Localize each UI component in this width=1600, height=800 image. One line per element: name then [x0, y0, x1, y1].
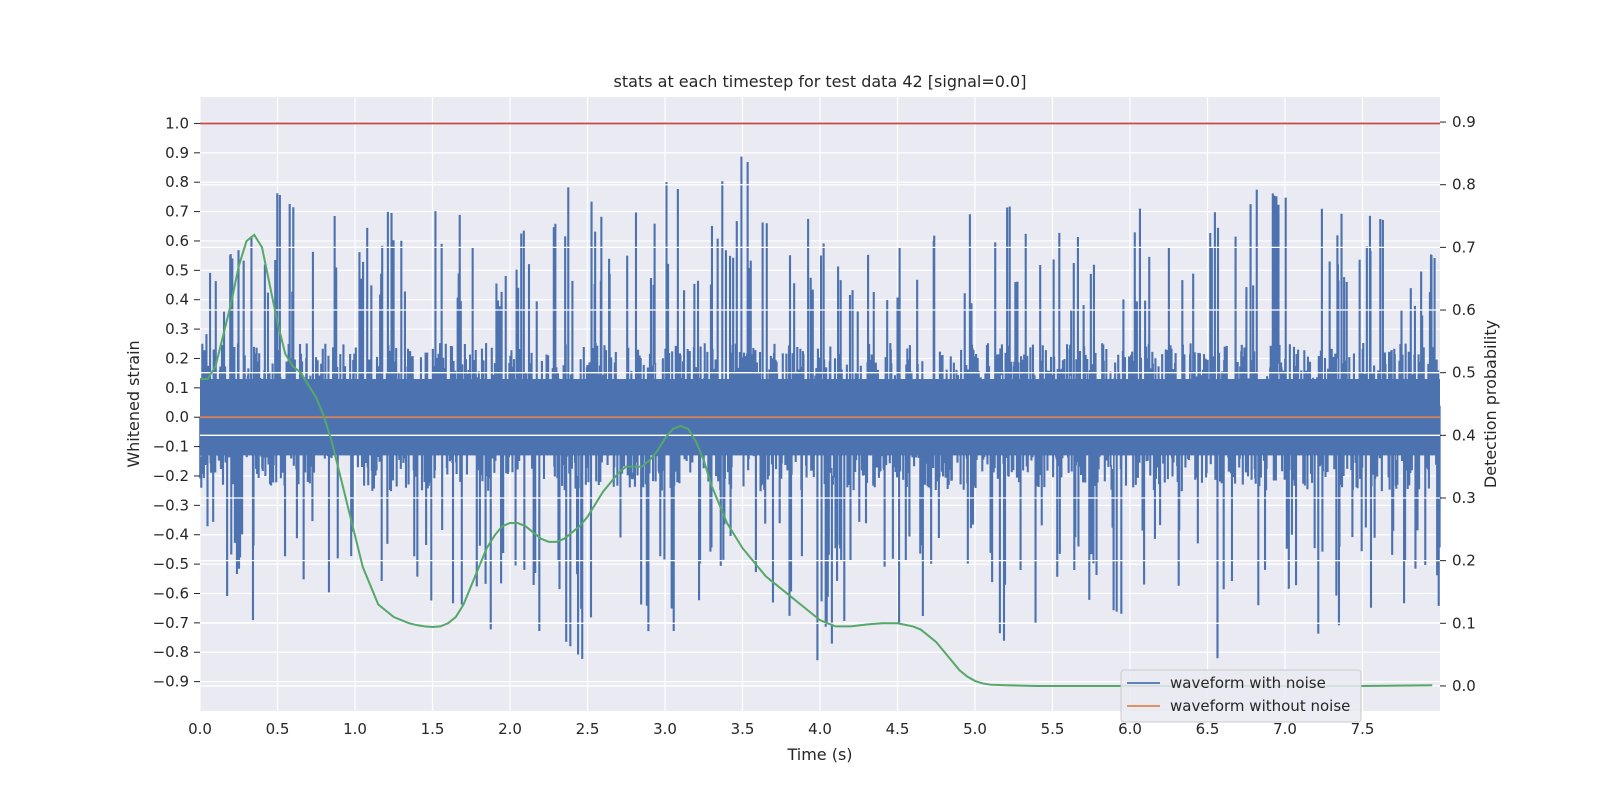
y-axis-label: Whitened strain: [124, 340, 143, 467]
detection-probability-line: [200, 233, 1433, 687]
legend-box: [1120, 669, 1362, 723]
x-tick-label: 1.0: [343, 720, 367, 738]
y-tick-label: −0.1: [153, 438, 189, 456]
x-tick-label: 6.5: [1196, 720, 1220, 738]
y2-axis-label: Detection probability: [1481, 320, 1500, 488]
y-tick-label: 1.0: [165, 114, 189, 132]
x-axis-label: Time (s): [786, 745, 852, 764]
y-tick-label: −0.5: [153, 555, 189, 573]
x-tick-label: 4.0: [808, 720, 832, 738]
y2-tick-label: 0.1: [1452, 614, 1476, 632]
x-tick-label: 3.5: [731, 720, 755, 738]
y2-tick-label: 0.0: [1452, 677, 1476, 695]
y-tick-label: −0.4: [153, 526, 189, 544]
y-tick-label: 0.1: [165, 379, 189, 397]
x-tick-label: 2.5: [576, 720, 600, 738]
y-tick-label: 0.0: [165, 408, 189, 426]
y2-tick-label: 0.2: [1452, 552, 1476, 570]
y-tick-label: 0.6: [165, 232, 189, 250]
x-tick-label: 7.5: [1351, 720, 1375, 738]
y-tick-label: 0.8: [165, 173, 189, 191]
y2-tick-label: 0.8: [1452, 176, 1476, 194]
chart-title: stats at each timestep for test data 42 …: [614, 72, 1027, 91]
y-tick-label: 0.5: [165, 261, 189, 279]
x-tick-label: 5.0: [963, 720, 987, 738]
y2-tick-label: 0.7: [1452, 238, 1476, 256]
y2-tick-label: 0.6: [1452, 301, 1476, 319]
y-tick-label: 0.9: [165, 144, 189, 162]
y2-tick-label: 0.5: [1452, 364, 1476, 382]
x-tick-label: 7.0: [1273, 720, 1297, 738]
y-tick-label: −0.8: [153, 643, 189, 661]
y2-tick-label: 0.9: [1452, 113, 1476, 131]
y-tick-label: −0.7: [153, 614, 189, 632]
y2-tick-label: 0.3: [1452, 489, 1476, 507]
x-tick-label: 2.0: [498, 720, 522, 738]
axis-ticks: 0.0 0.5 1.0 1.5 2.0 2.5 3.0 3.5 4.0 4.5 5.0 5.5 6.0 6…: [153, 113, 1476, 738]
series-lines: [200, 121, 1440, 687]
x-tick-label: 5.5: [1041, 720, 1065, 738]
x-tick-label: 0.0: [188, 720, 212, 738]
y-tick-label: −0.3: [153, 496, 189, 514]
x-tick-label: 3.0: [653, 720, 677, 738]
y2-tick-label: 0.4: [1452, 426, 1476, 444]
legend: waveform with noise waveform without noi…: [1120, 669, 1362, 723]
x-tick-label: 0.5: [266, 720, 290, 738]
y-tick-label: −0.2: [153, 467, 189, 485]
y-tick-label: 0.7: [165, 203, 189, 221]
x-tick-label: 1.5: [421, 720, 445, 738]
y-tick-label: 0.3: [165, 320, 189, 338]
y-tick-label: 0.4: [165, 291, 189, 309]
y-tick-label: −0.9: [153, 673, 189, 691]
x-tick-label: 4.5: [886, 720, 910, 738]
y-tick-label: −0.6: [153, 584, 189, 602]
legend-label-no-noise: waveform without noise: [1170, 697, 1350, 715]
y-tick-label: 0.2: [165, 349, 189, 367]
legend-label-noise: waveform with noise: [1170, 674, 1326, 692]
x-tick-label: 6.0: [1118, 720, 1142, 738]
